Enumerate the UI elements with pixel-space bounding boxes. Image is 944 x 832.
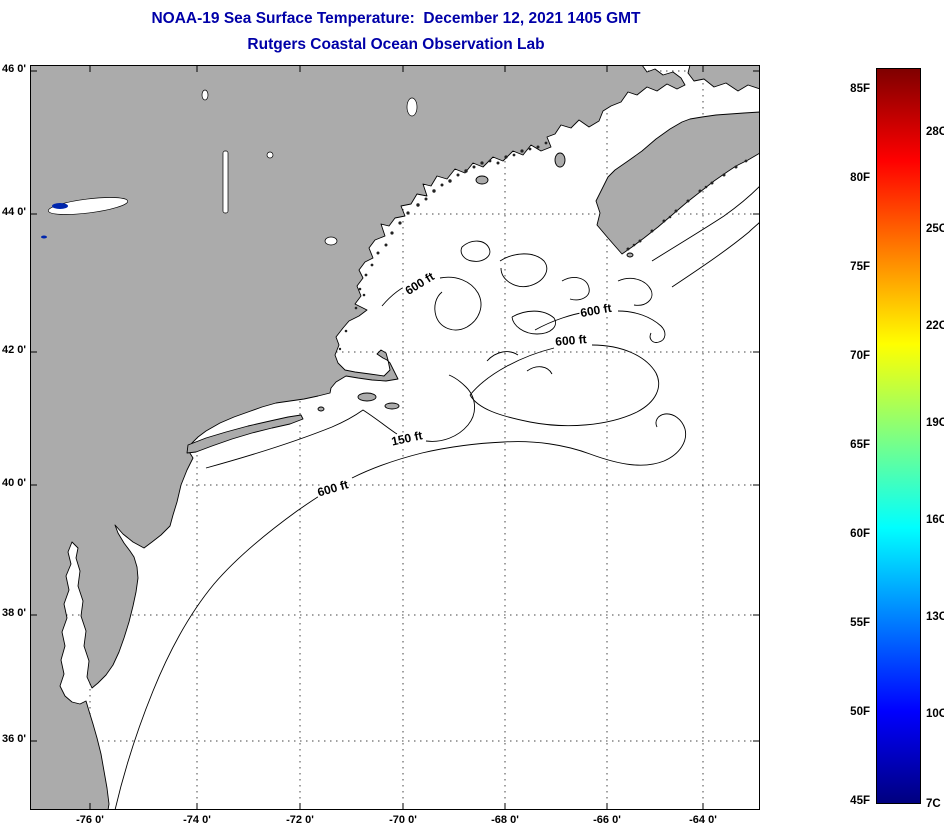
- mainland: [29, 64, 686, 811]
- lon-tick-label: -70 0': [389, 814, 417, 826]
- lat-tick-label: 40 0': [1, 477, 26, 489]
- lat-tick-label: 44 0': [1, 206, 26, 218]
- lakes: [47, 89, 418, 246]
- colorbar-f-label: 70F: [850, 350, 870, 362]
- colorbar: [876, 68, 921, 804]
- colorbar-f-label: 65F: [850, 439, 870, 451]
- landmass: [29, 64, 761, 811]
- island: [384, 402, 400, 410]
- colorbar-c-label: 10C: [926, 708, 944, 720]
- island: [475, 175, 489, 185]
- axis-ticks: [30, 65, 760, 810]
- colorbar-f-label: 85F: [850, 83, 870, 95]
- colorbar-c-label: 22C: [926, 320, 944, 332]
- colorbar-c-label: 19C: [926, 417, 944, 429]
- figure-title: NOAA-19 Sea Surface Temperature: Decembe…: [151, 10, 641, 27]
- colorbar-c-label: 28C: [926, 126, 944, 138]
- lon-tick-label: -74 0': [183, 814, 211, 826]
- lat-tick-label: 46 0': [1, 63, 26, 75]
- lon-tick-label: -64 0': [689, 814, 717, 826]
- colorbar-f-label: 80F: [850, 172, 870, 184]
- figure-subtitle: Rutgers Coastal Ocean Observation Lab: [247, 36, 545, 53]
- colorbar-f-label: 75F: [850, 261, 870, 273]
- lat-tick-label: 36 0': [1, 733, 26, 745]
- colorbar-f-label: 60F: [850, 528, 870, 540]
- map-plot: [29, 64, 761, 811]
- plot-frame: [30, 65, 760, 810]
- bathymetry-contours: [114, 185, 761, 811]
- colorbar-c-label: 7C: [926, 798, 941, 810]
- nova-scotia: [595, 111, 761, 255]
- coastal-islands: [338, 141, 748, 351]
- map-svg: [29, 64, 761, 811]
- lon-tick-label: -76 0': [76, 814, 104, 826]
- island: [357, 392, 377, 402]
- colorbar-c-label: 13C: [926, 611, 944, 623]
- lon-tick-label: -68 0': [491, 814, 519, 826]
- colorbar-c-label: 16C: [926, 514, 944, 526]
- colorbar-f-label: 45F: [850, 795, 870, 807]
- lat-tick-label: 42 0': [1, 344, 26, 356]
- lat-tick-label: 38 0': [1, 607, 26, 619]
- long-island: [186, 414, 304, 454]
- island: [317, 406, 325, 412]
- colorbar-f-label: 50F: [850, 706, 870, 718]
- colorbar-f-label: 55F: [850, 617, 870, 629]
- lon-tick-label: -66 0': [593, 814, 621, 826]
- sst-data-patch: [41, 203, 68, 239]
- island: [626, 252, 634, 258]
- island: [554, 152, 566, 168]
- lon-tick-label: -72 0': [286, 814, 314, 826]
- colorbar-c-label: 25C: [926, 223, 944, 235]
